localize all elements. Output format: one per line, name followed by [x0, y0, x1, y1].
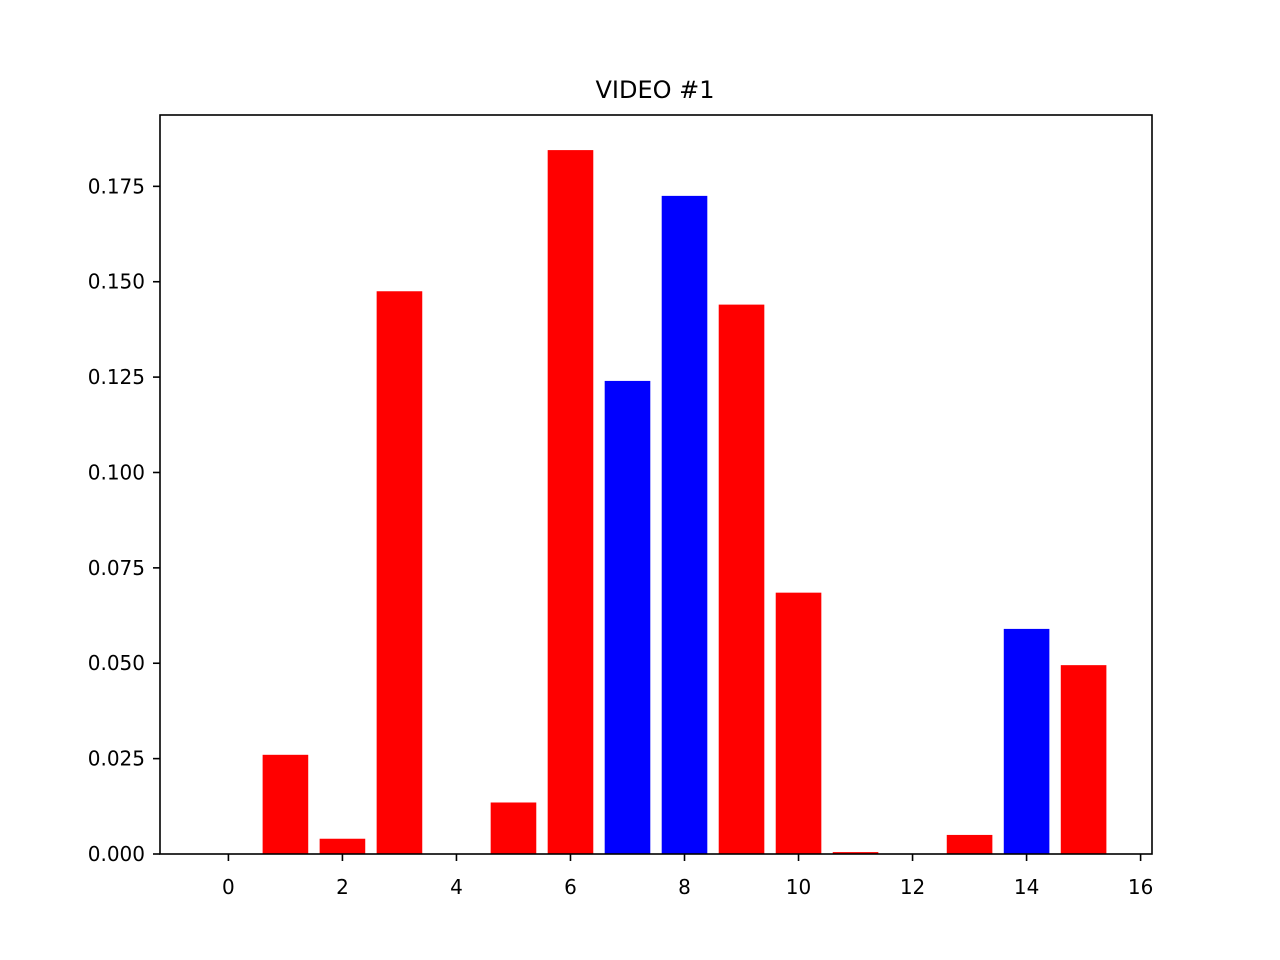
- x-tick-label: 6: [564, 875, 577, 899]
- y-tick-label: 0.025: [88, 747, 145, 771]
- bar-15: [1060, 665, 1107, 854]
- x-tick-label: 10: [786, 875, 811, 899]
- y-tick-label: 0.075: [88, 556, 145, 580]
- x-tick-label: 4: [450, 875, 463, 899]
- bar-10: [775, 592, 822, 854]
- x-axis: 0 2 4 6 8 10 12 14 16: [222, 854, 1153, 899]
- plot-frame: [159, 114, 1153, 855]
- bar-11: [832, 852, 879, 854]
- x-tick-label: 12: [900, 875, 925, 899]
- bar-9: [718, 304, 765, 854]
- x-tick-label: 16: [1128, 875, 1153, 899]
- bar-3: [376, 291, 423, 854]
- bar-1: [262, 754, 309, 854]
- y-tick-label: 0.175: [88, 174, 145, 198]
- bar-6: [547, 150, 594, 855]
- chart-title: VIDEO #1: [595, 76, 714, 104]
- y-tick-label: 0.125: [88, 365, 145, 389]
- x-tick-label: 2: [336, 875, 349, 899]
- y-axis: 0.000 0.025 0.050 0.075 0.100 0.125 0.150 0.175: [88, 174, 160, 866]
- y-tick-label: 0.000: [88, 842, 145, 866]
- bar-13: [946, 834, 993, 854]
- x-tick-label: 8: [678, 875, 691, 899]
- y-tick-label: 0.050: [88, 651, 145, 675]
- x-tick-label: 0: [222, 875, 235, 899]
- bar-14: [1003, 628, 1050, 854]
- y-tick-label: 0.100: [88, 460, 145, 484]
- bar-8: [661, 195, 708, 854]
- y-tick-label: 0.150: [88, 270, 145, 294]
- bar-7: [604, 380, 651, 854]
- x-tick-label: 14: [1014, 875, 1039, 899]
- bar-2: [319, 838, 366, 854]
- bars-group: [262, 150, 1107, 855]
- bar-5: [490, 802, 537, 854]
